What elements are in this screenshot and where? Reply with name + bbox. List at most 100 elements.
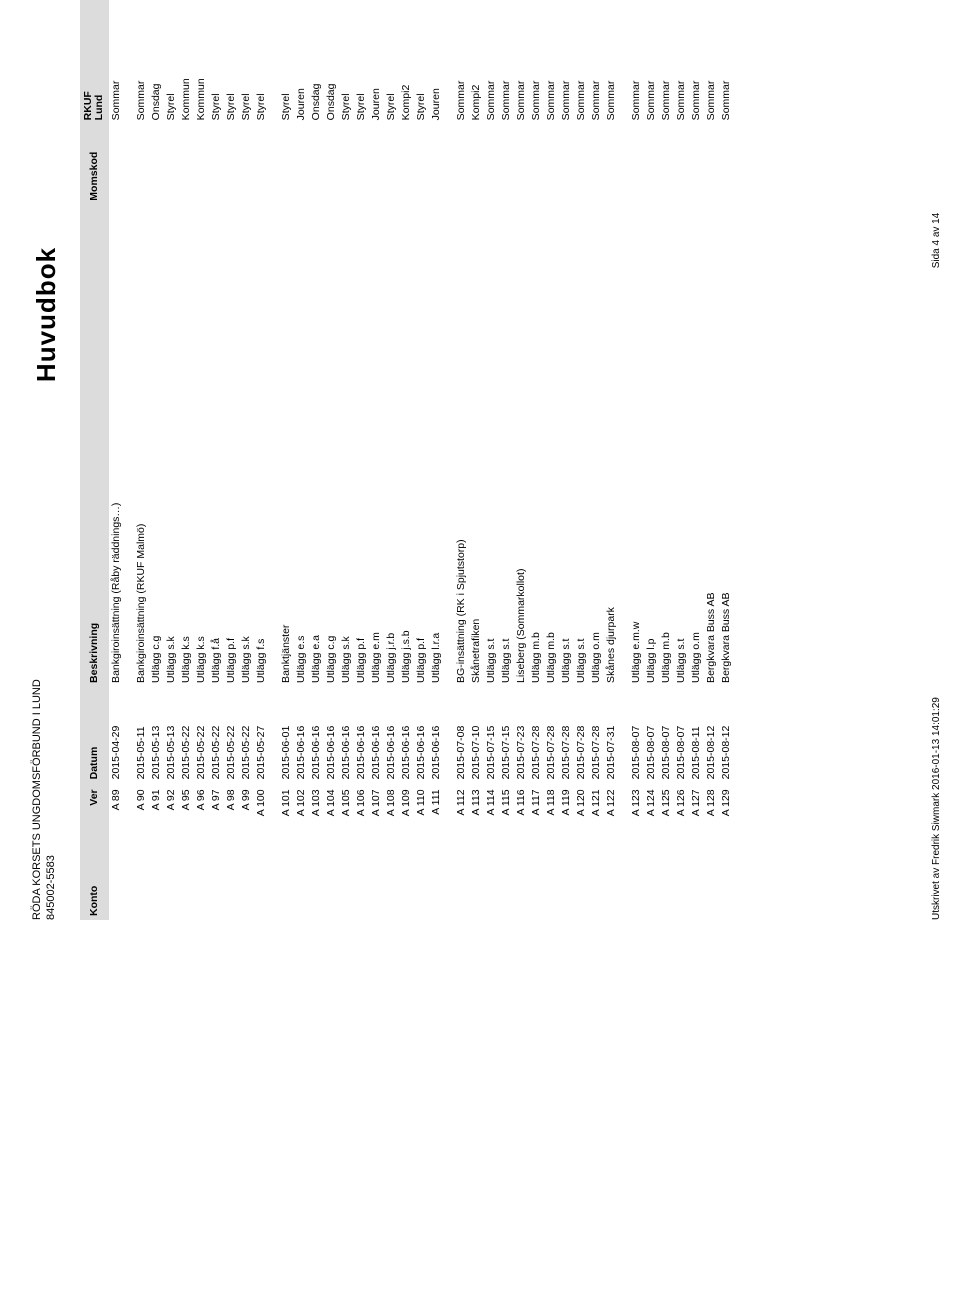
cell-beskrivning: Utlägg c.g <box>324 205 339 687</box>
group-spacer <box>124 0 134 920</box>
cell-debet <box>254 0 269 44</box>
cell-debet: 50 000,00 <box>109 0 124 44</box>
cell-datum: 2015-05-13 <box>164 687 179 783</box>
cell-debet <box>279 0 294 44</box>
table-row: A 1032015-06-16Utlägg e.aOnsdag153,02185… <box>309 0 324 920</box>
cell-debet <box>559 0 574 44</box>
cell-momskod <box>719 124 734 204</box>
cell-momskod <box>589 124 604 204</box>
cell-rkuf: Sommar <box>484 44 499 124</box>
cell-rkuf: Sommar <box>589 44 604 124</box>
cell-ver: A 125 <box>659 783 674 839</box>
cell-momskod <box>659 124 674 204</box>
cell-datum: 2015-07-28 <box>544 687 559 783</box>
cell-momskod <box>454 124 469 204</box>
cell-datum: 2015-08-12 <box>719 687 734 783</box>
cell-debet <box>164 0 179 44</box>
cell-momskod <box>324 124 339 204</box>
cell-ver: A 95 <box>179 783 194 839</box>
table-row: A 1292015-08-12Bergkvara Buss ABSommar16… <box>719 0 734 920</box>
cell-datum: 2015-07-15 <box>499 687 514 783</box>
cell-beskrivning: Utlägg e.s <box>294 205 309 687</box>
cell-konto <box>574 840 589 920</box>
cell-ver: A 122 <box>604 783 619 839</box>
cell-datum: 2015-05-22 <box>239 687 254 783</box>
table-row: A 1212015-07-28Utlägg o.mSommar1 521,081… <box>589 0 604 920</box>
cell-momskod <box>384 124 399 204</box>
cell-beskrivning: Utlägg f.å <box>209 205 224 687</box>
cell-debet: 1 000,00 <box>454 0 469 44</box>
cell-debet <box>399 0 414 44</box>
cell-datum: 2015-08-07 <box>644 687 659 783</box>
cell-momskod <box>429 124 444 204</box>
table-row: A 1282015-08-12Bergkvara Buss ABSommar1 … <box>704 0 719 920</box>
cell-rkuf: Kompi2 <box>469 44 484 124</box>
cell-konto <box>704 840 719 920</box>
cell-konto <box>659 840 674 920</box>
table-row: A 1002015-05-27Utlägg f.sStyrel1 640,001… <box>254 0 269 920</box>
cell-beskrivning: Utlägg p.f <box>354 205 369 687</box>
cell-konto <box>324 840 339 920</box>
cell-datum: 2015-06-16 <box>309 687 324 783</box>
table-row: A 962015-05-22Utlägg k.sKommun211,20189 … <box>194 0 209 920</box>
cell-datum: 2015-08-07 <box>629 687 644 783</box>
cell-konto <box>429 840 444 920</box>
cell-rkuf: Styrel <box>384 44 399 124</box>
cell-debet <box>239 0 254 44</box>
cell-datum: 2015-05-27 <box>254 687 269 783</box>
cell-rkuf: Sommar <box>514 44 529 124</box>
cell-rkuf: Sommar <box>659 44 674 124</box>
cell-datum: 2015-05-13 <box>149 687 164 783</box>
cell-datum: 2015-06-16 <box>339 687 354 783</box>
table-row: A 1042015-06-16Utlägg c.gOnsdag95,00185 … <box>324 0 339 920</box>
cell-momskod <box>689 124 704 204</box>
cell-debet <box>369 0 384 44</box>
cell-ver: A 114 <box>484 783 499 839</box>
table-row: A 1012015-06-01BanktjänsterStyrel1 200,0… <box>279 0 294 920</box>
cell-beskrivning: Utlägg s.t <box>574 205 589 687</box>
cell-konto <box>279 840 294 920</box>
cell-debet <box>644 0 659 44</box>
cell-datum: 2015-07-28 <box>574 687 589 783</box>
cell-momskod <box>309 124 324 204</box>
cell-rkuf: Kommun <box>179 44 194 124</box>
cell-konto <box>134 840 149 920</box>
page-footer: Utskrivet av Fredrik Siwmark 2016-01-13 … <box>931 0 942 920</box>
rkuf-line2: Lund <box>94 48 106 120</box>
cell-datum: 2015-07-23 <box>514 687 529 783</box>
cell-ver: A 105 <box>339 783 354 839</box>
cell-rkuf: Sommar <box>574 44 589 124</box>
cell-rkuf: Kompi2 <box>399 44 414 124</box>
cell-beskrivning: Banktjänster <box>279 205 294 687</box>
table-row: A 1062015-06-16Utlägg p.fStyrel224,70184… <box>354 0 369 920</box>
table-row: A 1072015-06-16Utlägg e.mJouren89,12184 … <box>369 0 384 920</box>
cell-konto <box>239 840 254 920</box>
cell-rkuf: Sommar <box>559 44 574 124</box>
cell-datum: 2015-06-16 <box>354 687 369 783</box>
cell-konto <box>149 840 164 920</box>
table-row: A 1162015-07-23Liseberg (Sommarkollot)So… <box>514 0 529 920</box>
cell-rkuf: Onsdag <box>309 44 324 124</box>
cell-beskrivning: Utlägg s.k <box>339 205 354 687</box>
cell-debet <box>704 0 719 44</box>
cell-konto <box>179 840 194 920</box>
cell-ver: A 118 <box>544 783 559 839</box>
cell-beskrivning: Skånetrafiken <box>469 205 484 687</box>
table-row: A 1122015-07-08BG-insättning (RK i Spjut… <box>454 0 469 920</box>
cell-konto <box>399 840 414 920</box>
cell-datum: 2015-08-12 <box>704 687 719 783</box>
cell-debet <box>294 0 309 44</box>
cell-rkuf: Onsdag <box>149 44 164 124</box>
cell-beskrivning: Utlägg p.f <box>224 205 239 687</box>
cell-konto <box>589 840 604 920</box>
cell-konto <box>604 840 619 920</box>
cell-momskod <box>574 124 589 204</box>
cell-konto <box>164 840 179 920</box>
cell-beskrivning: Utlägg m.b <box>659 205 674 687</box>
cell-beskrivning: Utlägg e.m.w <box>629 205 644 687</box>
cell-konto <box>514 840 529 920</box>
table-row: A 1192015-07-28Utlägg s.tSommar267,91158… <box>559 0 574 920</box>
cell-ver: A 98 <box>224 783 239 839</box>
cell-momskod <box>224 124 239 204</box>
table-row: A 1082015-06-16Utlägg j.r.bStyrel71,0718… <box>384 0 399 920</box>
